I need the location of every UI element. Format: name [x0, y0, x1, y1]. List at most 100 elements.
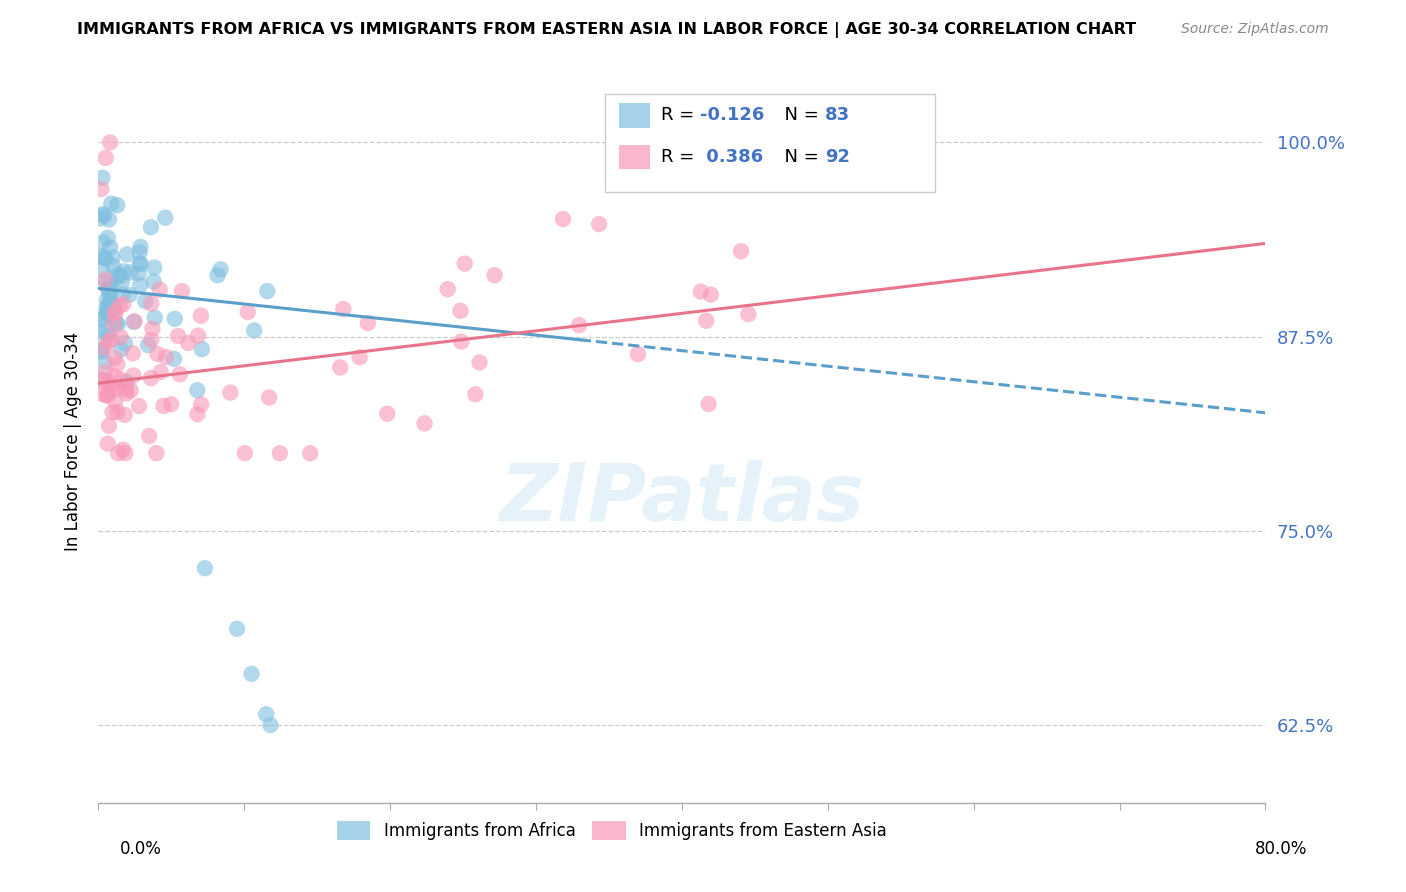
Point [139, 220, 162, 235]
Point [98, 418, 121, 433]
Point [155, 211, 177, 225]
Point [207, 268, 229, 283]
Point [233, 446, 256, 460]
Point [120, 384, 142, 398]
Point [112, 297, 135, 311]
Point [155, 350, 177, 364]
Point [96, 326, 118, 341]
Point [145, 446, 167, 460]
Point [94, 273, 117, 287]
Point [128, 256, 150, 270]
Point [129, 257, 152, 271]
Point [375, 407, 398, 421]
Point [101, 405, 124, 419]
Point [89, 312, 111, 326]
Point [93, 209, 115, 223]
Text: R =: R = [661, 148, 700, 166]
Point [111, 275, 134, 289]
Point [191, 342, 214, 356]
Point [627, 347, 650, 361]
Point [269, 446, 291, 460]
Legend: Immigrants from Africa, Immigrants from Eastern Asia: Immigrants from Africa, Immigrants from … [330, 814, 893, 847]
Point [464, 387, 486, 401]
Point [97, 388, 120, 402]
Point [114, 379, 136, 393]
Point [104, 307, 127, 321]
Point [98, 240, 121, 254]
Point [243, 323, 266, 337]
Point [100, 377, 122, 392]
Point [98, 136, 121, 150]
Point [107, 317, 129, 331]
Point [98, 298, 121, 312]
Point [436, 282, 458, 296]
Point [468, 355, 491, 369]
Point [129, 277, 152, 292]
Point [588, 217, 610, 231]
Point [90, 250, 112, 264]
Point [114, 446, 136, 460]
Point [121, 346, 143, 360]
Text: 0.386: 0.386 [700, 148, 763, 166]
Point [103, 301, 125, 316]
Point [93, 341, 115, 355]
Point [98, 286, 121, 301]
Point [142, 274, 165, 288]
Point [138, 429, 160, 443]
Point [357, 316, 380, 330]
Point [219, 385, 242, 400]
Point [329, 360, 352, 375]
Point [700, 287, 723, 301]
Point [111, 287, 134, 301]
Point [112, 442, 135, 457]
Point [115, 247, 138, 261]
Point [105, 198, 128, 212]
Point [163, 351, 186, 366]
Point [107, 269, 129, 284]
Point [115, 383, 138, 397]
Point [332, 301, 354, 316]
Point [105, 405, 128, 419]
Point [141, 333, 163, 347]
Point [91, 387, 114, 401]
Point [97, 436, 120, 450]
Point [110, 372, 132, 386]
Point [194, 561, 217, 575]
Point [90, 344, 112, 359]
Point [160, 397, 183, 411]
Point [103, 260, 125, 274]
Point [186, 407, 208, 421]
Point [107, 382, 129, 396]
Point [167, 329, 190, 343]
Point [143, 310, 166, 325]
Point [114, 408, 136, 422]
Text: 0.0%: 0.0% [120, 840, 162, 858]
Point [112, 264, 135, 278]
Point [254, 707, 277, 722]
Point [226, 622, 249, 636]
Point [413, 417, 436, 431]
Point [149, 283, 172, 297]
Point [450, 334, 472, 349]
Point [97, 282, 120, 296]
Point [97, 231, 120, 245]
Point [103, 298, 125, 312]
Point [89, 343, 111, 357]
Point [146, 347, 169, 361]
Point [256, 284, 278, 298]
Point [96, 301, 118, 315]
Point [91, 170, 114, 185]
Point [568, 318, 591, 333]
Point [190, 398, 212, 412]
Point [689, 285, 711, 299]
Text: ZIPatlas: ZIPatlas [499, 460, 865, 539]
Point [100, 278, 122, 293]
Point [91, 262, 114, 277]
Point [120, 265, 142, 279]
Text: IMMIGRANTS FROM AFRICA VS IMMIGRANTS FROM EASTERN ASIA IN LABOR FORCE | AGE 30-3: IMMIGRANTS FROM AFRICA VS IMMIGRANTS FRO… [77, 22, 1136, 38]
Point [96, 293, 118, 307]
Point [105, 357, 128, 371]
Point [118, 288, 141, 302]
Text: N =: N = [773, 106, 825, 124]
Point [108, 298, 131, 312]
